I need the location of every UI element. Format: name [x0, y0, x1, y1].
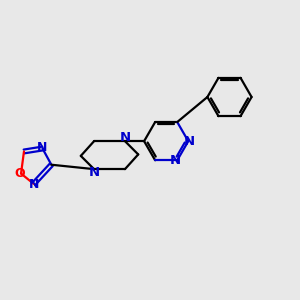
Text: N: N [37, 141, 48, 154]
Text: N: N [184, 135, 195, 148]
Text: N: N [88, 166, 100, 179]
Text: N: N [170, 154, 181, 167]
Text: O: O [14, 167, 25, 180]
Text: N: N [119, 131, 130, 144]
Text: N: N [28, 178, 39, 191]
